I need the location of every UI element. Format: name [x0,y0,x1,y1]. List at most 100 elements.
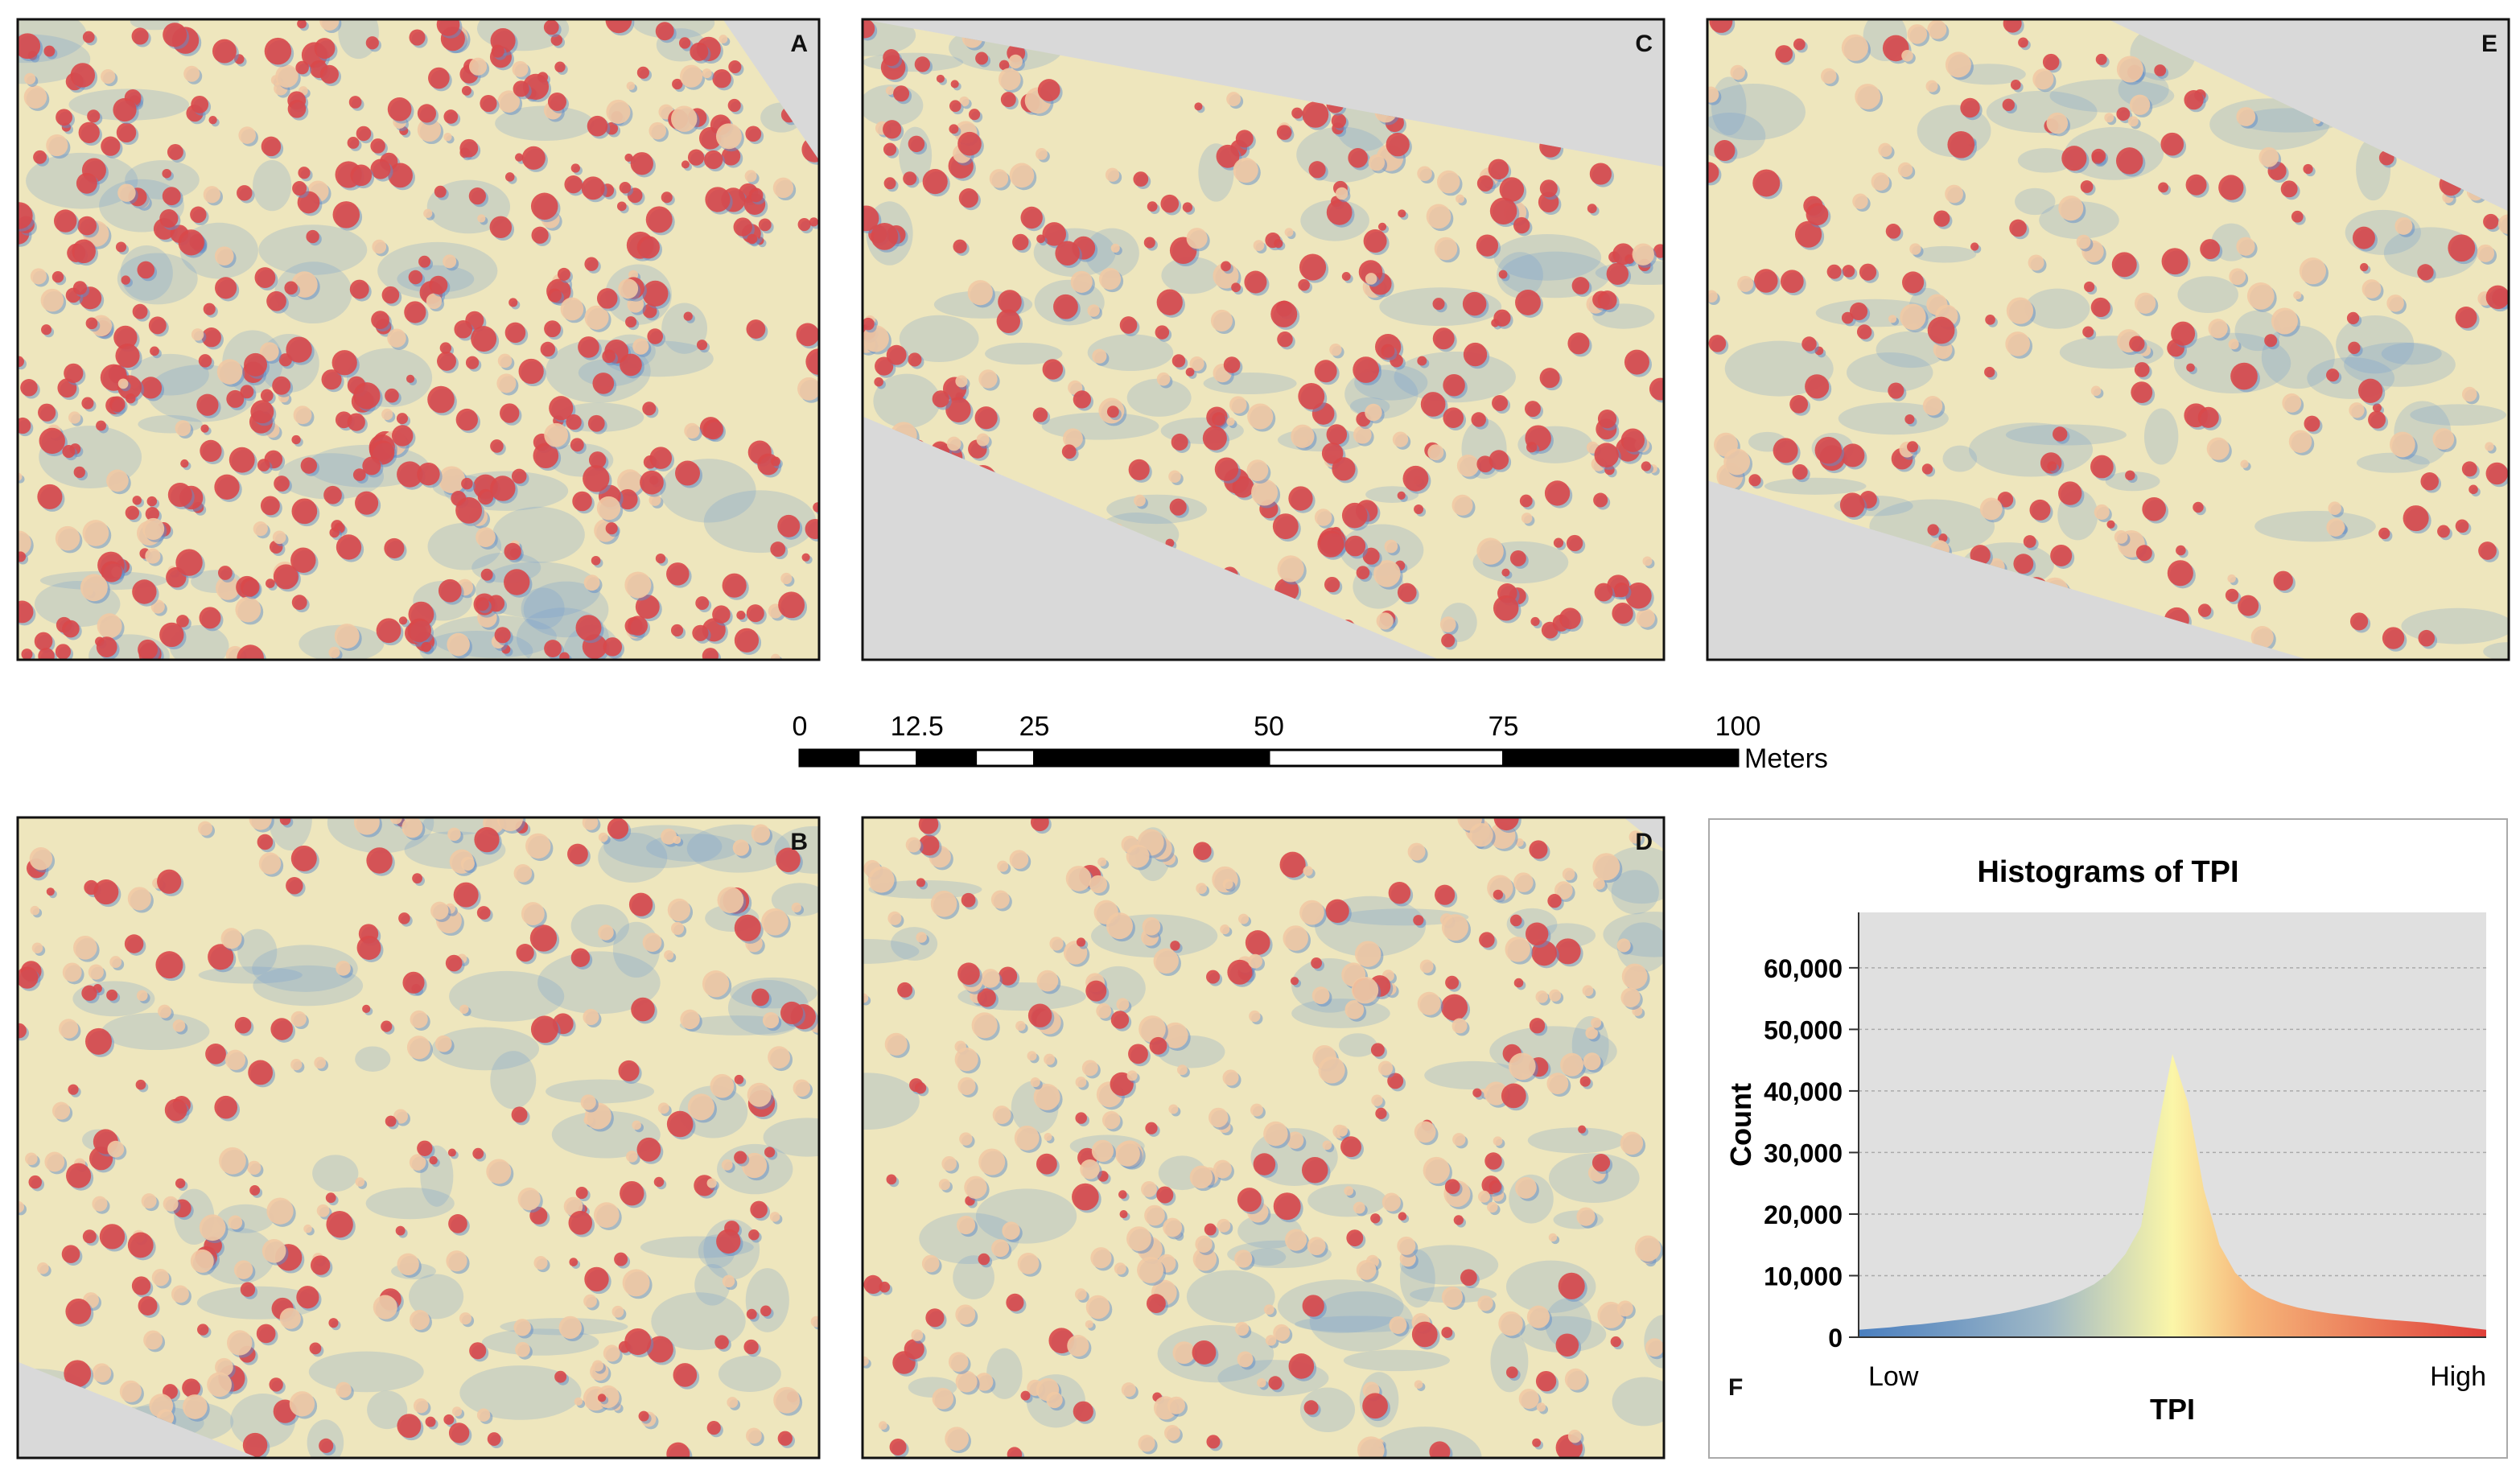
feature [1353,1201,1365,1214]
feature [1055,241,1080,266]
feature [1417,991,1441,1015]
feature [454,319,473,339]
feature [1592,853,1620,881]
low-area [1299,1387,1356,1433]
feature [1501,568,1510,577]
feature [1126,1070,1138,1081]
feature [2485,285,2509,310]
feature [326,1210,353,1238]
feature [574,1397,583,1406]
feature [1476,175,1493,191]
feature [319,19,340,31]
feature [584,305,609,330]
feature [1554,881,1573,900]
feature [384,537,405,559]
feature [734,1151,747,1164]
feature [2158,182,2169,193]
feature [642,933,662,952]
feature [1206,1435,1221,1449]
feature [2184,90,2204,110]
feature [2303,163,2313,175]
feature [257,459,270,471]
feature [290,1058,303,1071]
feature [1592,878,1605,890]
feature [37,1262,49,1274]
feature [93,879,119,905]
feature [1283,925,1308,951]
feature [583,1294,597,1308]
feature [2229,268,2246,286]
feature [38,403,56,422]
feature [1620,1131,1644,1155]
feature [1138,1435,1155,1452]
feature [563,1196,583,1217]
feature [732,839,750,856]
feature [1290,977,1299,986]
feature [954,1048,978,1072]
feature [2047,461,2057,471]
feature [2029,499,2051,521]
low-area [1527,1127,1625,1154]
feature [1126,844,1150,868]
feature [30,268,47,285]
feature [2280,180,2298,198]
feature [1856,324,1872,340]
feature [1365,273,1377,285]
low-area [308,1351,424,1393]
feature [476,906,491,920]
feature [1375,1107,1387,1120]
feature [1567,332,1590,355]
feature [871,222,899,250]
feature [443,254,457,269]
feature [275,64,299,88]
feature [2010,80,2021,90]
feature [518,358,544,385]
feature [417,104,437,123]
feature [406,374,415,383]
low-area [891,927,938,961]
feature [25,1152,38,1166]
low-area [1161,257,1222,294]
feature [219,1147,246,1175]
low-area [1707,83,1806,141]
feature [38,648,55,660]
feature [176,615,189,628]
feature [2273,570,2293,591]
feature [1263,1304,1274,1315]
feature [1006,1293,1024,1311]
feature [476,1408,491,1422]
feature [496,373,517,393]
feature [916,878,926,887]
feature [1105,167,1120,182]
feature [2346,311,2360,325]
feature [533,1256,548,1270]
feature [426,293,443,310]
low-area [1711,76,1747,136]
feature [1389,1315,1407,1334]
feature [150,346,159,356]
feature [1377,222,1387,231]
feature [2090,455,2114,479]
feature [1472,1088,1482,1097]
feature [884,1032,908,1056]
feature [1921,463,1933,475]
feature [1620,428,1645,452]
feature [687,149,705,166]
feature [1859,263,1877,281]
feature [81,985,97,1001]
feature [28,1175,43,1189]
feature [107,1140,125,1158]
feature [1092,348,1107,364]
feature [355,491,379,515]
feature [272,376,291,395]
feature [630,152,653,175]
feature [18,600,34,624]
feature [1384,539,1398,554]
feature [636,1137,661,1162]
feature [1284,228,1294,237]
feature [1015,1020,1026,1031]
feature [583,574,600,591]
feature [1214,457,1239,481]
